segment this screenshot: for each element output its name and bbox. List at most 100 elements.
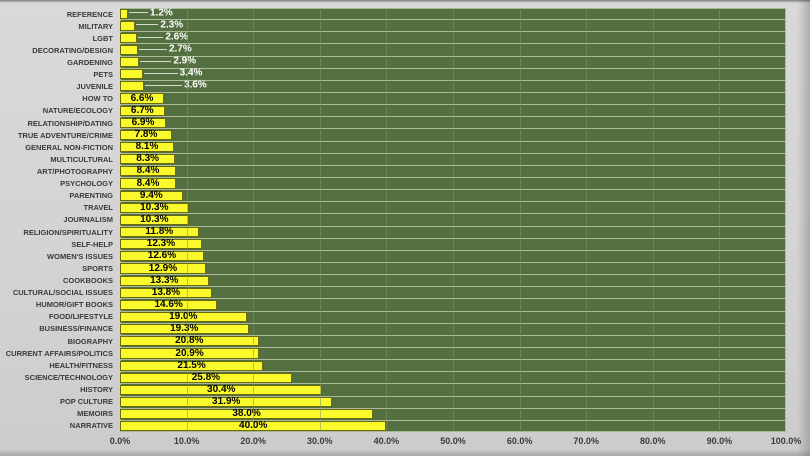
bar: 12.9% <box>120 262 206 274</box>
value-label: 6.6% <box>130 92 154 104</box>
bar-row: 19.0% <box>120 310 786 323</box>
bar: 8.4% <box>120 177 176 189</box>
category-label: ART/PHOTOGRAPHY <box>36 166 113 176</box>
bar-row: 2.3% <box>120 19 786 31</box>
bar-row: 21.5% <box>120 359 786 371</box>
label-leader-line <box>144 85 182 87</box>
bar: 9.4% <box>120 189 183 201</box>
value-label: 9.4% <box>139 189 163 201</box>
value-label: 11.8% <box>145 226 174 238</box>
category-label: SELF-HELP <box>71 239 113 249</box>
bar-row: 19.3% <box>120 322 786 335</box>
value-label: 10.3% <box>140 201 169 213</box>
category-label: REFERENCE <box>66 9 113 19</box>
value-label: 8.1% <box>135 141 159 153</box>
bar-row: 12.9% <box>120 261 786 274</box>
category-label: JOURNALISM <box>63 215 113 225</box>
value-label: 6.9% <box>131 116 155 128</box>
bar: 20.8% <box>120 336 259 347</box>
category-label: MILITARY <box>78 21 113 31</box>
bar-row: 13.8% <box>120 286 786 298</box>
bar: 8.4% <box>120 166 176 177</box>
value-label: 31.9% <box>212 396 241 408</box>
x-axis-tick-label: 30.0% <box>307 436 333 446</box>
value-label: 25.8% <box>191 371 221 383</box>
bar <box>120 8 128 19</box>
value-label: 2.7% <box>168 43 192 55</box>
bar-row: 10.3% <box>120 201 786 213</box>
x-axis-tick-label: 60.0% <box>506 436 533 446</box>
bar: 40.0% <box>120 420 387 432</box>
bar-row: 3.6% <box>120 79 786 92</box>
category-label: PSYCHOLOGY <box>60 179 113 189</box>
bar-rows: 1.2% 2.3% 2.6% 2.7% 2.9% 3.4% 3.6% 6.6% 6.7% 6.9%… <box>120 8 786 432</box>
bar: 6.7% <box>120 104 165 116</box>
value-label: 13.3% <box>150 274 179 286</box>
label-leader-line <box>138 48 167 50</box>
bar: 13.3% <box>120 274 209 286</box>
category-axis: REFERENCE MILITARY LGBT DECORATING/DESIGN GA… <box>0 8 113 432</box>
value-label: 12.6% <box>147 250 177 262</box>
bar-row: 6.9% <box>120 116 786 128</box>
bar-row: 8.3% <box>120 152 786 165</box>
bar: 12.6% <box>120 250 204 262</box>
bar-row: 2.7% <box>120 43 786 56</box>
value-label: 6.7% <box>130 104 154 116</box>
bar-row: 10.3% <box>120 213 786 226</box>
value-label: 10.3% <box>140 213 169 225</box>
bar-row: 31.9% <box>120 395 786 408</box>
bar: 7.8% <box>120 129 172 141</box>
bar <box>120 44 138 56</box>
value-label: 30.4% <box>207 383 236 395</box>
bar-row: 6.7% <box>120 104 786 116</box>
category-label: TRUE ADVENTURE/CRIME <box>17 130 113 140</box>
label-leader-line <box>138 36 164 38</box>
category-label: WOMEN'S ISSUES <box>47 251 113 261</box>
bar: 6.6% <box>120 92 164 104</box>
bar: 8.1% <box>120 141 174 153</box>
x-axis-tick-label: 80.0% <box>640 436 666 446</box>
value-label: 19.0% <box>169 311 198 323</box>
value-label: 40.0% <box>239 420 268 432</box>
category-label: BUSINESS/FINANCE <box>39 324 113 334</box>
value-label: 2.3% <box>160 19 184 31</box>
category-label: CULTURAL/SOCIAL ISSUES <box>12 288 113 298</box>
category-label: MEMOIRS <box>77 409 113 419</box>
value-label: 20.9% <box>175 347 204 359</box>
bar-row: 38.0% <box>120 407 786 420</box>
value-label: 2.6% <box>165 31 189 43</box>
x-axis-tick-label: 20.0% <box>240 436 266 446</box>
bar-row: 8.4% <box>120 164 786 177</box>
bar <box>120 20 136 31</box>
bar-row: 8.1% <box>120 140 786 153</box>
value-label: 2.9% <box>173 55 197 67</box>
x-axis-tick-label: 100.0% <box>770 436 802 446</box>
bar: 13.8% <box>120 287 212 298</box>
category-label: CURRENT AFFAIRS/POLITICS <box>5 348 113 358</box>
category-label: GARDENING <box>67 57 113 67</box>
category-label: BIOGRAPHY <box>67 336 113 346</box>
value-label: 3.6% <box>183 79 207 91</box>
label-leader-line <box>140 60 172 62</box>
bar-row: 2.6% <box>120 31 786 43</box>
bar-row: 40.0% <box>120 419 786 432</box>
category-label: HOW TO <box>82 94 113 104</box>
x-axis-tick-label: 40.0% <box>373 436 400 446</box>
value-label: 8.4% <box>136 177 160 189</box>
bar-row: 2.9% <box>120 55 786 68</box>
value-label: 12.9% <box>148 262 178 274</box>
bar-row: 3.4% <box>120 67 786 80</box>
x-axis-tick-label: 90.0% <box>706 436 733 446</box>
bar-row: 7.8% <box>120 128 786 141</box>
category-label: JUVENILE <box>76 82 113 92</box>
category-label: GENERAL NON-FICTION <box>25 142 113 152</box>
bar: 38.0% <box>120 409 374 420</box>
category-label: TRAVEL <box>83 203 113 213</box>
bar: 8.3% <box>120 154 176 165</box>
bar: 6.9% <box>120 116 166 128</box>
category-label: COOKBOOKS <box>62 275 113 285</box>
bar-row: 12.3% <box>120 237 786 250</box>
value-label: 19.3% <box>170 323 199 335</box>
bar: 19.3% <box>120 323 249 335</box>
